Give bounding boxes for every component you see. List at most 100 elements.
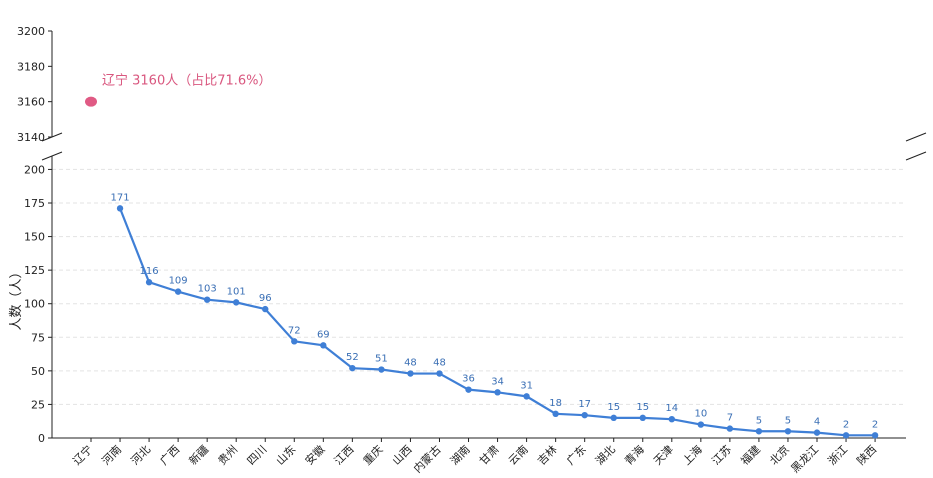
- data-label: 36: [462, 374, 475, 385]
- data-label: 96: [259, 293, 272, 304]
- data-point: [465, 386, 472, 393]
- x-tick-label: 云南: [506, 443, 531, 468]
- data-point: [726, 425, 734, 432]
- y-tick-label: 3180: [17, 60, 45, 73]
- y-tick-label: 3160: [17, 96, 45, 109]
- data-label: 31: [520, 380, 533, 391]
- data-point: [494, 389, 501, 396]
- data-point: [378, 366, 385, 373]
- data-point: [697, 421, 705, 428]
- data-label: 5: [785, 415, 791, 426]
- x-tick-label: 河北: [128, 443, 153, 468]
- data-label: 51: [375, 354, 388, 365]
- data-label: 4: [814, 417, 820, 428]
- x-tick-label: 广东: [564, 443, 589, 468]
- data-point: [552, 410, 559, 418]
- x-tick-label: 湖南: [448, 443, 473, 468]
- y-tick-label: 25: [31, 398, 45, 411]
- data-label: 18: [549, 398, 562, 409]
- x-tick-label: 贵州: [216, 443, 241, 468]
- data-label: 14: [665, 403, 678, 414]
- data-point: [203, 296, 211, 303]
- data-point: [116, 205, 124, 212]
- x-tick-label: 福建: [738, 442, 763, 467]
- data-point: [784, 428, 792, 435]
- x-tick-label: 江苏: [709, 443, 734, 468]
- x-tick-label: 河南: [99, 443, 124, 468]
- x-tick-label: 甘肃: [477, 443, 502, 468]
- x-tick-label: 安徽: [302, 442, 327, 467]
- axes: [41, 31, 927, 439]
- outlier-group: 辽宁 3160人（占比71.6%）: [85, 73, 272, 107]
- data-point: [871, 432, 879, 439]
- lower-gridlines: [52, 168, 906, 405]
- x-tick-label: 上海: [680, 442, 705, 467]
- data-point: [349, 364, 356, 372]
- data-point: [581, 411, 588, 419]
- data-point: [320, 342, 327, 349]
- axis-break-mark: [905, 132, 927, 142]
- y-tick-label: 100: [24, 298, 45, 311]
- x-tick-label: 天津: [651, 443, 676, 468]
- y-tick-label: 200: [24, 163, 45, 176]
- data-point: [610, 414, 617, 422]
- x-tick-label: 浙江: [825, 443, 850, 468]
- data-label: 7: [727, 413, 733, 424]
- x-tick-label: 黑龙江: [789, 443, 822, 476]
- data-label: 17: [578, 399, 591, 410]
- series-polyline: [119, 207, 876, 437]
- y-tick-label: 150: [24, 231, 45, 244]
- data-point: [262, 305, 269, 313]
- data-label: 52: [346, 352, 359, 363]
- data-point: [291, 338, 298, 345]
- data-point: [145, 279, 153, 286]
- series-line: [116, 205, 879, 439]
- data-point: [523, 393, 530, 400]
- x-tick-label: 四川: [245, 443, 270, 468]
- x-tick-labels: 辽宁 河南 河北 广西 新疆 贵州 四川 山东 安徽 江西 重庆 山西内蒙古 湖南 甘肃 云南 吉林 广东 湖北青…: [70, 438, 879, 476]
- y-tick-labels: 3140 3160 3180 3200 0 25 50 75 100 125 150 175 200: [17, 25, 52, 445]
- data-point: [233, 299, 240, 306]
- outlier-point: [85, 96, 97, 107]
- x-tick-label: 江西: [332, 443, 357, 468]
- x-tick-label: 陕西: [854, 442, 879, 467]
- x-tick-label: 新疆: [186, 442, 211, 467]
- data-label: 15: [607, 402, 620, 413]
- data-point: [436, 370, 443, 377]
- data-point: [813, 429, 821, 436]
- x-tick-label: 重庆: [360, 442, 385, 467]
- data-label: 48: [404, 358, 417, 369]
- data-label: 116: [140, 266, 159, 277]
- data-point: [668, 416, 675, 423]
- x-tick-label: 内蒙古: [410, 442, 443, 475]
- data-label: 15: [636, 402, 649, 413]
- y-tick-label: 75: [31, 331, 45, 344]
- axis-break-mark: [905, 151, 927, 161]
- data-label: 2: [872, 419, 878, 430]
- data-label: 109: [169, 276, 188, 287]
- y-tick-label: 175: [24, 197, 45, 210]
- x-tick-label: 吉林: [534, 442, 559, 467]
- data-label: 2: [843, 419, 849, 430]
- y-tick-label: 3200: [17, 25, 45, 38]
- data-point: [842, 432, 850, 439]
- outlier-annotation: 辽宁 3160人（占比71.6%）: [102, 73, 272, 89]
- data-label: 48: [433, 358, 446, 369]
- data-point: [639, 414, 646, 422]
- x-tick-label: 湖北: [593, 443, 618, 468]
- data-point: [407, 370, 414, 377]
- x-tick-label: 山东: [274, 443, 299, 468]
- axis-break-mark: [41, 151, 63, 161]
- x-tick-label: 辽宁: [70, 442, 95, 467]
- y-tick-label: 50: [31, 365, 45, 378]
- data-point: [174, 288, 182, 295]
- y-tick-label: 3140: [17, 131, 45, 144]
- data-label: 69: [317, 329, 330, 340]
- x-tick-label: 青海: [621, 442, 646, 467]
- data-label: 171: [110, 192, 129, 203]
- data-label: 10: [694, 409, 707, 420]
- x-tick-label: 广西: [157, 443, 182, 468]
- data-point: [755, 428, 763, 435]
